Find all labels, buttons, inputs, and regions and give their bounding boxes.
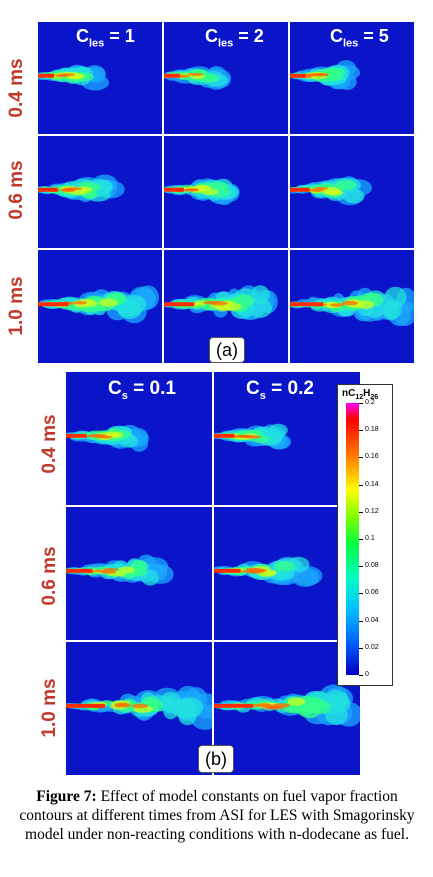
row-label-a-1: 0.6 ms	[6, 160, 27, 220]
row-label-b-1: 0.6 ms	[39, 546, 60, 606]
fuel-vapor-plume	[66, 554, 174, 586]
colorbar-tick-label: 0.2	[365, 399, 375, 406]
contour-a-r1-c0	[38, 136, 162, 248]
colorbar-tick-mark	[359, 430, 363, 432]
fuel-vapor-plume	[214, 556, 323, 588]
column-header-b-0: Cs = 0.1	[108, 378, 176, 402]
fuel-vapor-plume	[38, 64, 110, 91]
subfigure-tag-b: (b)	[198, 745, 234, 773]
colorbar-tick-label: 0.04	[365, 616, 379, 624]
column-header-a-0: Cles = 1	[76, 26, 135, 50]
fuel-vapor-plume	[290, 176, 372, 206]
colorbar-tick-mark	[359, 647, 363, 649]
fuel-vapor-plume	[38, 285, 160, 324]
caption-text: Effect of model constants on fuel vapor …	[19, 788, 415, 843]
fuel-vapor-plume	[164, 178, 240, 206]
contour-b-r1-c0	[66, 507, 212, 640]
fuel-vapor-plume	[290, 286, 414, 327]
row-label-b-0: 0.4 ms	[39, 414, 60, 474]
colorbar: nC12H26 0.2 0.18 0.16 0.14 0.12 0.1 0.08 0.06 0.…	[337, 384, 393, 686]
colorbar-tick-label: 0.16	[365, 453, 379, 461]
colorbar-tick-label: 0.08	[365, 562, 379, 570]
column-header-a-2: Cles = 5	[330, 26, 389, 50]
colorbar-tick-mark	[359, 593, 363, 595]
colorbar-gradient	[346, 403, 359, 675]
colorbar-tick-mark	[359, 620, 363, 622]
contour-a-r0-c0	[38, 22, 162, 134]
contour-a-r2-c0	[38, 250, 162, 363]
contour-a-r0-c2	[290, 22, 414, 134]
colorbar-tick-label: 0.12	[365, 507, 379, 515]
colorbar-tick-label: 0.06	[365, 589, 379, 597]
fuel-vapor-plume	[214, 684, 360, 727]
contour-b-r2-c0	[66, 642, 212, 775]
figure-caption: Figure 7: Effect of model constants on f…	[12, 787, 422, 844]
colorbar-tick-mark	[359, 511, 363, 513]
fuel-vapor-plume	[290, 60, 361, 90]
caption-label: Figure 7:	[36, 788, 97, 805]
contour-b-r0-c1	[214, 372, 360, 505]
contour-b-r2-c1	[214, 642, 360, 775]
contour-a-r1-c2	[290, 136, 414, 248]
fuel-vapor-plume	[164, 285, 278, 320]
colorbar-tick-mark	[359, 403, 363, 404]
fuel-vapor-plume	[38, 174, 125, 203]
fuel-vapor-plume	[66, 424, 150, 452]
fuel-vapor-plume	[214, 423, 292, 450]
row-label-a-2: 1.0 ms	[6, 276, 27, 336]
colorbar-tick-label: 0.14	[365, 480, 379, 488]
colorbar-tick-mark	[359, 484, 363, 486]
row-label-b-2: 1.0 ms	[39, 678, 60, 738]
colorbar-tick-mark	[359, 457, 363, 459]
contour-a-r0-c1	[164, 22, 288, 134]
colorbar-tick-label: 0.1	[365, 535, 375, 542]
fuel-vapor-plume	[66, 685, 212, 730]
colorbar-tick-label: 0.02	[365, 643, 379, 651]
column-header-a-1: Cles = 2	[205, 26, 264, 50]
colorbar-tick-label: 0	[365, 671, 369, 678]
fuel-vapor-plume	[164, 66, 232, 90]
colorbar-tick-mark	[359, 675, 363, 676]
colorbar-title: nC12H26	[342, 388, 379, 401]
row-label-a-0: 0.4 ms	[6, 58, 27, 118]
contour-b-r0-c0	[66, 372, 212, 505]
contour-b-r1-c1	[214, 507, 360, 640]
contour-a-r2-c2	[290, 250, 414, 363]
colorbar-tick-label: 0.18	[365, 426, 379, 434]
colorbar-tick-mark	[359, 566, 363, 568]
subfigure-tag-a: (a)	[209, 337, 245, 363]
colorbar-tick-mark	[359, 539, 363, 540]
column-header-b-1: Cs = 0.2	[246, 378, 314, 402]
contour-a-r1-c1	[164, 136, 288, 248]
